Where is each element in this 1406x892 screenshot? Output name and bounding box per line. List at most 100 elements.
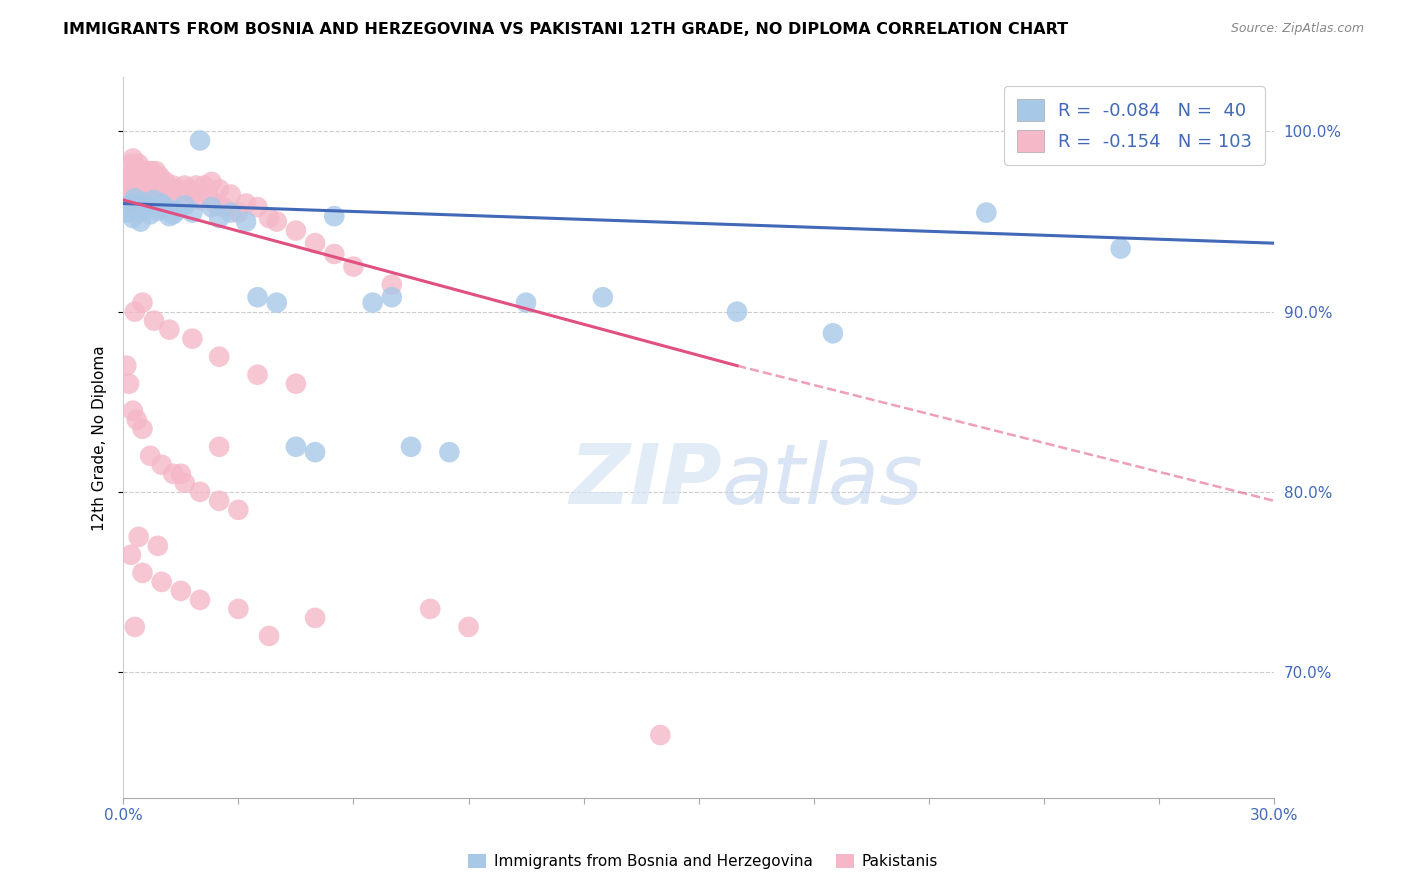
Point [115, 205, 138, 219]
Point [122, 211, 145, 225]
Point [120, 157, 142, 171]
Point [173, 198, 195, 212]
Point [246, 290, 269, 304]
Point [284, 376, 307, 391]
Point [235, 196, 257, 211]
Point [170, 187, 193, 202]
Point [134, 164, 156, 178]
Point [188, 193, 211, 207]
Point [125, 161, 148, 175]
Point [118, 376, 141, 391]
Point [162, 178, 184, 193]
Point [592, 290, 614, 304]
Point [419, 602, 441, 616]
Legend: R =  -0.084   N =  40, R =  -0.154   N = 103: R = -0.084 N = 40, R = -0.154 N = 103 [1004, 87, 1265, 165]
Point [146, 539, 169, 553]
Point [246, 200, 269, 214]
Point [139, 178, 162, 193]
Point [173, 475, 195, 490]
Point [125, 200, 148, 214]
Point [150, 182, 173, 196]
Point [284, 440, 307, 454]
Point [188, 484, 211, 499]
Point [134, 169, 156, 184]
Point [200, 175, 222, 189]
Point [1109, 242, 1132, 256]
Point [304, 236, 326, 251]
Point [342, 260, 364, 274]
Point [143, 193, 166, 207]
Point [122, 403, 145, 417]
Point [181, 332, 204, 346]
Point [150, 196, 173, 211]
Point [135, 169, 157, 184]
Point [304, 445, 326, 459]
Point [228, 602, 250, 616]
Text: Source: ZipAtlas.com: Source: ZipAtlas.com [1230, 22, 1364, 36]
Point [131, 566, 153, 580]
Point [135, 175, 157, 189]
Point [118, 200, 141, 214]
Point [162, 207, 184, 221]
Point [131, 194, 153, 209]
Point [120, 548, 142, 562]
Point [125, 413, 148, 427]
Point [118, 193, 141, 207]
Point [208, 182, 231, 196]
Point [131, 295, 153, 310]
Point [136, 178, 159, 193]
Point [821, 326, 844, 341]
Point [139, 169, 162, 184]
Point [439, 445, 461, 459]
Point [284, 223, 307, 237]
Point [219, 205, 242, 219]
Point [128, 205, 150, 219]
Point [118, 169, 141, 184]
Point [246, 368, 269, 382]
Y-axis label: 12th Grade, No Diploma: 12th Grade, No Diploma [93, 345, 107, 531]
Point [122, 152, 145, 166]
Point [150, 458, 173, 472]
Point [166, 203, 188, 218]
Point [135, 182, 157, 196]
Point [135, 198, 157, 212]
Point [170, 583, 193, 598]
Point [124, 620, 146, 634]
Point [143, 175, 166, 189]
Point [115, 178, 138, 193]
Point [124, 304, 146, 318]
Point [457, 620, 479, 634]
Point [141, 164, 163, 178]
Point [124, 164, 146, 178]
Point [177, 182, 200, 196]
Point [131, 422, 153, 436]
Point [257, 211, 280, 225]
Point [193, 178, 215, 193]
Point [132, 178, 155, 193]
Point [323, 209, 346, 223]
Point [157, 187, 180, 202]
Point [129, 214, 152, 228]
Legend: Immigrants from Bosnia and Herzegovina, Pakistanis: Immigrants from Bosnia and Herzegovina, … [461, 848, 945, 875]
Point [120, 196, 142, 211]
Point [129, 164, 152, 178]
Point [128, 178, 150, 193]
Point [212, 200, 235, 214]
Point [120, 178, 142, 193]
Point [323, 247, 346, 261]
Point [138, 175, 160, 189]
Point [188, 593, 211, 607]
Point [173, 178, 195, 193]
Point [117, 182, 139, 196]
Point [725, 304, 748, 318]
Point [157, 323, 180, 337]
Point [208, 493, 231, 508]
Point [515, 295, 537, 310]
Point [128, 530, 150, 544]
Point [181, 187, 204, 202]
Point [399, 440, 422, 454]
Point [124, 191, 146, 205]
Point [149, 169, 172, 184]
Point [266, 295, 288, 310]
Point [208, 211, 231, 225]
